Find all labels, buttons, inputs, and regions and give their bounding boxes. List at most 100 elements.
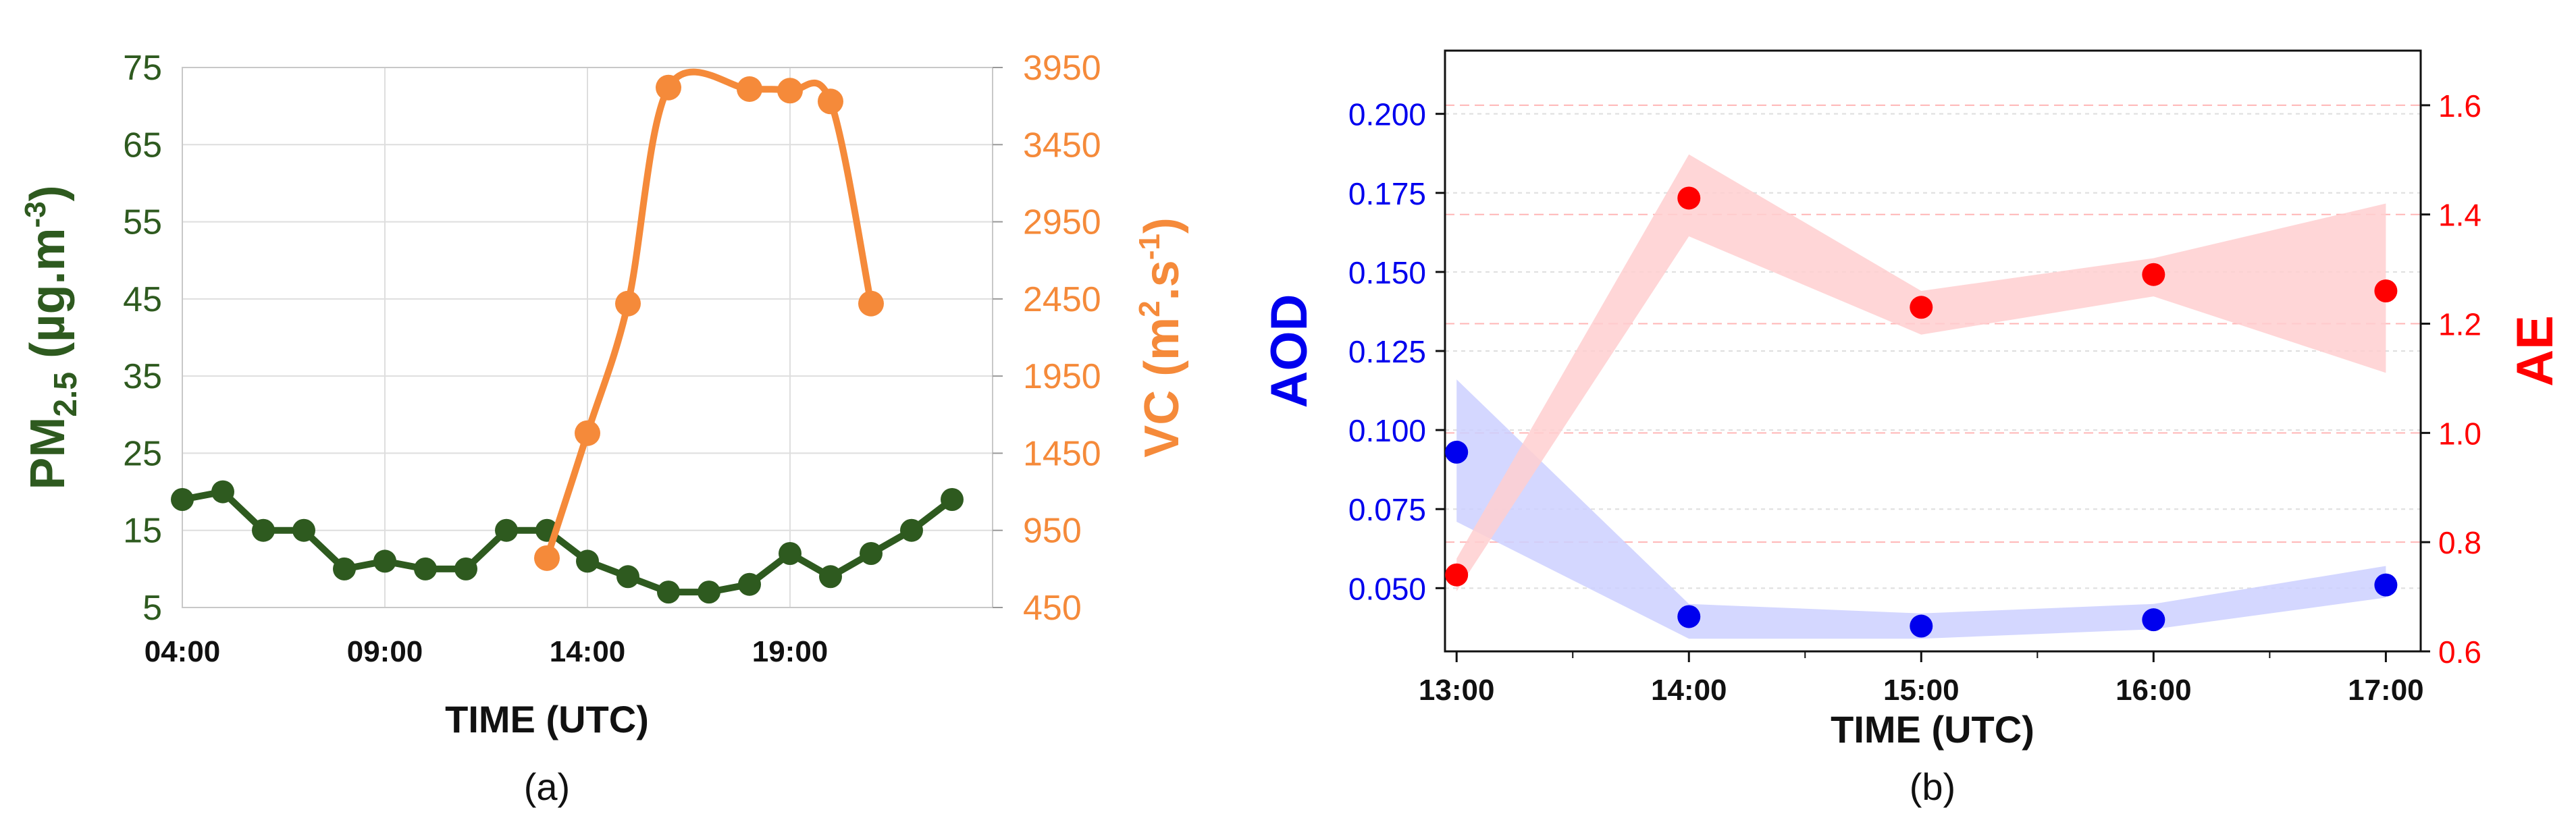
a-left-tick-label: 45 bbox=[123, 280, 162, 319]
pm25-point bbox=[698, 580, 720, 604]
panel-b-gridlines bbox=[1445, 104, 2421, 589]
pm25-point bbox=[941, 488, 964, 511]
panel-a-left-axis-label: PM2.5 (µg.m-3) bbox=[19, 185, 84, 489]
pm-label-unit-pre: (µg.m bbox=[21, 227, 75, 371]
b-right-tick-label: 1.4 bbox=[2438, 198, 2481, 233]
vc-point bbox=[575, 420, 600, 446]
pm25-point bbox=[454, 557, 477, 580]
vc-point bbox=[818, 88, 843, 115]
panel-a-right-axis-label: VC (m2.s-1) bbox=[1133, 217, 1189, 458]
a-right-tick-label: 3950 bbox=[1023, 49, 1101, 88]
panel-a-right-tick-labels: 450 950 1450 1950 2450 2950 3450 3950 bbox=[993, 49, 1101, 628]
panel-b-left-axis-label: AOD bbox=[1261, 294, 1318, 408]
a-right-tick-label: 1950 bbox=[1023, 357, 1101, 396]
aod-point bbox=[2374, 573, 2398, 597]
a-right-tick-label: 450 bbox=[1023, 589, 1082, 628]
pm25-point bbox=[292, 518, 315, 542]
pm25-point bbox=[171, 488, 194, 511]
pm25-point bbox=[495, 518, 518, 542]
a-left-tick-label: 75 bbox=[123, 49, 162, 88]
b-right-tick-label: 0.8 bbox=[2438, 525, 2481, 560]
pm25-point bbox=[819, 565, 842, 589]
b-right-tick-label: 1.0 bbox=[2438, 416, 2481, 451]
panel-b-x-tick-labels: 13:00 14:00 15:00 16:00 17:00 bbox=[1419, 651, 2424, 707]
panel-b-x-axis-label: TIME (UTC) bbox=[1831, 708, 2034, 751]
panel-b-uncertainty-bands bbox=[1456, 154, 2386, 639]
panel-b-points bbox=[1445, 186, 2398, 638]
panel-a-gridlines bbox=[182, 67, 993, 608]
b-left-tick-label: 0.050 bbox=[1348, 571, 1426, 606]
panel-a-series bbox=[171, 68, 964, 604]
b-x-tick-label: 14:00 bbox=[1651, 674, 1727, 707]
a-left-tick-label: 5 bbox=[142, 589, 162, 628]
pm25-point bbox=[252, 518, 275, 542]
b-left-tick-label: 0.075 bbox=[1348, 492, 1426, 527]
aod-point bbox=[2142, 608, 2165, 632]
vc-point bbox=[615, 290, 641, 317]
vc-label-sup2: -1 bbox=[1133, 234, 1166, 260]
vc-point bbox=[777, 78, 803, 104]
panel-a-x-tick-labels: 04:00 09:00 14:00 19:00 bbox=[144, 635, 829, 668]
pm25-point bbox=[211, 480, 234, 504]
a-right-tick-label: 950 bbox=[1023, 512, 1082, 551]
vc-label-sup1: 2 bbox=[1133, 300, 1166, 317]
b-left-tick-label: 0.200 bbox=[1348, 97, 1426, 132]
b-x-tick-label: 16:00 bbox=[2115, 674, 2192, 707]
panel-a-line-chart: 5 15 25 35 45 55 65 75 450 950 1450 1950 2450 2950 34… bbox=[19, 49, 1189, 808]
pm25-point bbox=[616, 565, 639, 589]
a-left-tick-label: 15 bbox=[123, 512, 162, 551]
a-left-tick-label: 35 bbox=[123, 357, 162, 396]
pm-label-unit-sup: -3 bbox=[19, 201, 52, 227]
aod-point bbox=[1677, 605, 1701, 628]
pm-label-unit-post: ) bbox=[21, 185, 75, 201]
aod-point bbox=[1445, 440, 1469, 464]
b-left-tick-label: 0.100 bbox=[1348, 413, 1426, 448]
a-left-tick-label: 25 bbox=[123, 434, 162, 473]
a-x-tick-label: 19:00 bbox=[752, 635, 829, 668]
b-left-tick-label: 0.150 bbox=[1348, 255, 1426, 290]
b-x-tick-label: 13:00 bbox=[1419, 674, 1495, 707]
pm25-point bbox=[333, 557, 356, 580]
vc-point bbox=[858, 290, 884, 317]
a-left-tick-label: 65 bbox=[123, 126, 162, 165]
pm-label-sub: 2.5 bbox=[48, 372, 84, 417]
pm25-point bbox=[414, 557, 437, 580]
ae-point bbox=[2142, 263, 2165, 286]
a-right-tick-label: 1450 bbox=[1023, 434, 1101, 473]
pm-label-main: PM bbox=[21, 417, 75, 490]
ae-point bbox=[1910, 296, 1933, 319]
vc-label-post: ) bbox=[1135, 217, 1189, 234]
b-x-tick-label: 15:00 bbox=[1883, 674, 1960, 707]
b-left-tick-label: 0.175 bbox=[1348, 176, 1426, 211]
b-right-tick-label: 0.6 bbox=[2438, 634, 2481, 670]
a-right-tick-label: 3450 bbox=[1023, 126, 1101, 165]
pm25-point bbox=[900, 518, 923, 542]
pm25-point bbox=[860, 542, 883, 565]
pm25-point bbox=[657, 580, 680, 604]
panel-b-left-tick-labels: 0.050 0.075 0.100 0.125 0.150 0.175 0.200 bbox=[1348, 97, 1445, 606]
vc-point bbox=[656, 74, 681, 101]
b-right-tick-label: 1.6 bbox=[2438, 88, 2481, 124]
pm25-point bbox=[779, 542, 801, 565]
pm25-point bbox=[738, 572, 761, 596]
ae-point bbox=[1677, 186, 1701, 210]
a-x-tick-label: 09:00 bbox=[347, 635, 423, 668]
pm25-point bbox=[576, 549, 599, 573]
ae-point bbox=[2374, 279, 2398, 302]
aod-uncertainty-band bbox=[1456, 379, 2386, 639]
a-left-tick-label: 55 bbox=[123, 203, 162, 242]
panel-a-caption: (a) bbox=[524, 765, 570, 808]
a-x-tick-label: 04:00 bbox=[144, 635, 221, 668]
a-right-tick-label: 2950 bbox=[1023, 203, 1101, 242]
panel-a-x-axis-label: TIME (UTC) bbox=[445, 698, 649, 740]
panel-b-scatter-chart: 0.050 0.075 0.100 0.125 0.150 0.175 0.200 0.6 0… bbox=[1261, 49, 2564, 808]
panel-b-caption: (b) bbox=[1910, 765, 1955, 808]
panel-b-right-axis-label: AE bbox=[2506, 315, 2564, 387]
vc-label-mid: .s bbox=[1135, 260, 1189, 300]
b-left-tick-label: 0.125 bbox=[1348, 334, 1426, 369]
pm25-point bbox=[373, 549, 396, 573]
ae-point bbox=[1445, 563, 1469, 587]
aod-point bbox=[1910, 614, 1933, 638]
a-x-tick-label: 14:00 bbox=[550, 635, 626, 668]
vc-point bbox=[737, 76, 762, 102]
